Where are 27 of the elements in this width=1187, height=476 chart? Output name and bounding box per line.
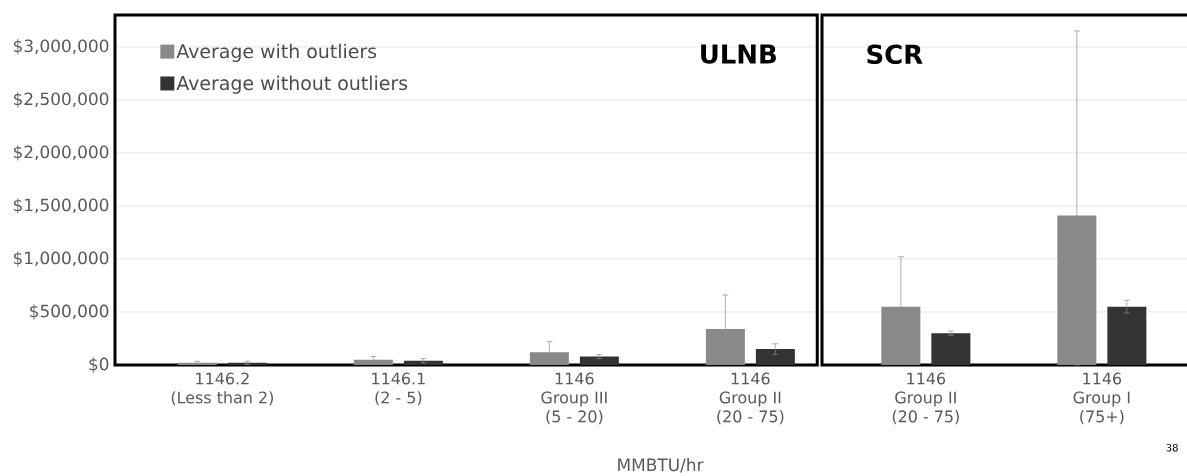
text: SCR — [867, 44, 923, 65]
bar — [579, 356, 619, 365]
y-tick-label: $2,000,000 — [13, 145, 109, 161]
x-tick-label: 1146 Group III (5 - 20) — [541, 372, 607, 425]
bar — [755, 349, 795, 365]
y-tick-label: $500,000 — [30, 304, 109, 320]
text: ULNB — [701, 44, 776, 64]
bar — [353, 359, 393, 365]
bar — [529, 352, 569, 365]
y-tick-label: $1,000,000 — [13, 251, 109, 267]
x-tick-label: 1146 Group II (20 - 75) — [717, 372, 784, 425]
x-tick-label: 1146.1 (2 - 5) — [372, 372, 425, 406]
y-tick-label: $1,500,000 — [13, 198, 109, 214]
text: 38 — [1166, 443, 1178, 452]
legend-label: Average with outliers — [176, 43, 377, 62]
x-tick-label: 1146.2 (Less than 2) — [171, 372, 273, 406]
x-tick-label: 1146 Group II (20 - 75) — [892, 372, 959, 425]
y-tick-label: $0 — [89, 357, 109, 373]
bar — [403, 360, 443, 365]
x-tick-label: 1146 Group I (75+) — [1073, 372, 1130, 425]
x-axis-title: MMBTU/hr — [618, 458, 704, 473]
legend-label: Average without outliers — [176, 75, 408, 94]
bar — [227, 362, 267, 365]
bar — [705, 328, 745, 365]
y-tick-label: $2,500,000 — [13, 92, 109, 108]
y-tick-label: $3,000,000 — [13, 39, 109, 55]
bar — [177, 362, 217, 365]
